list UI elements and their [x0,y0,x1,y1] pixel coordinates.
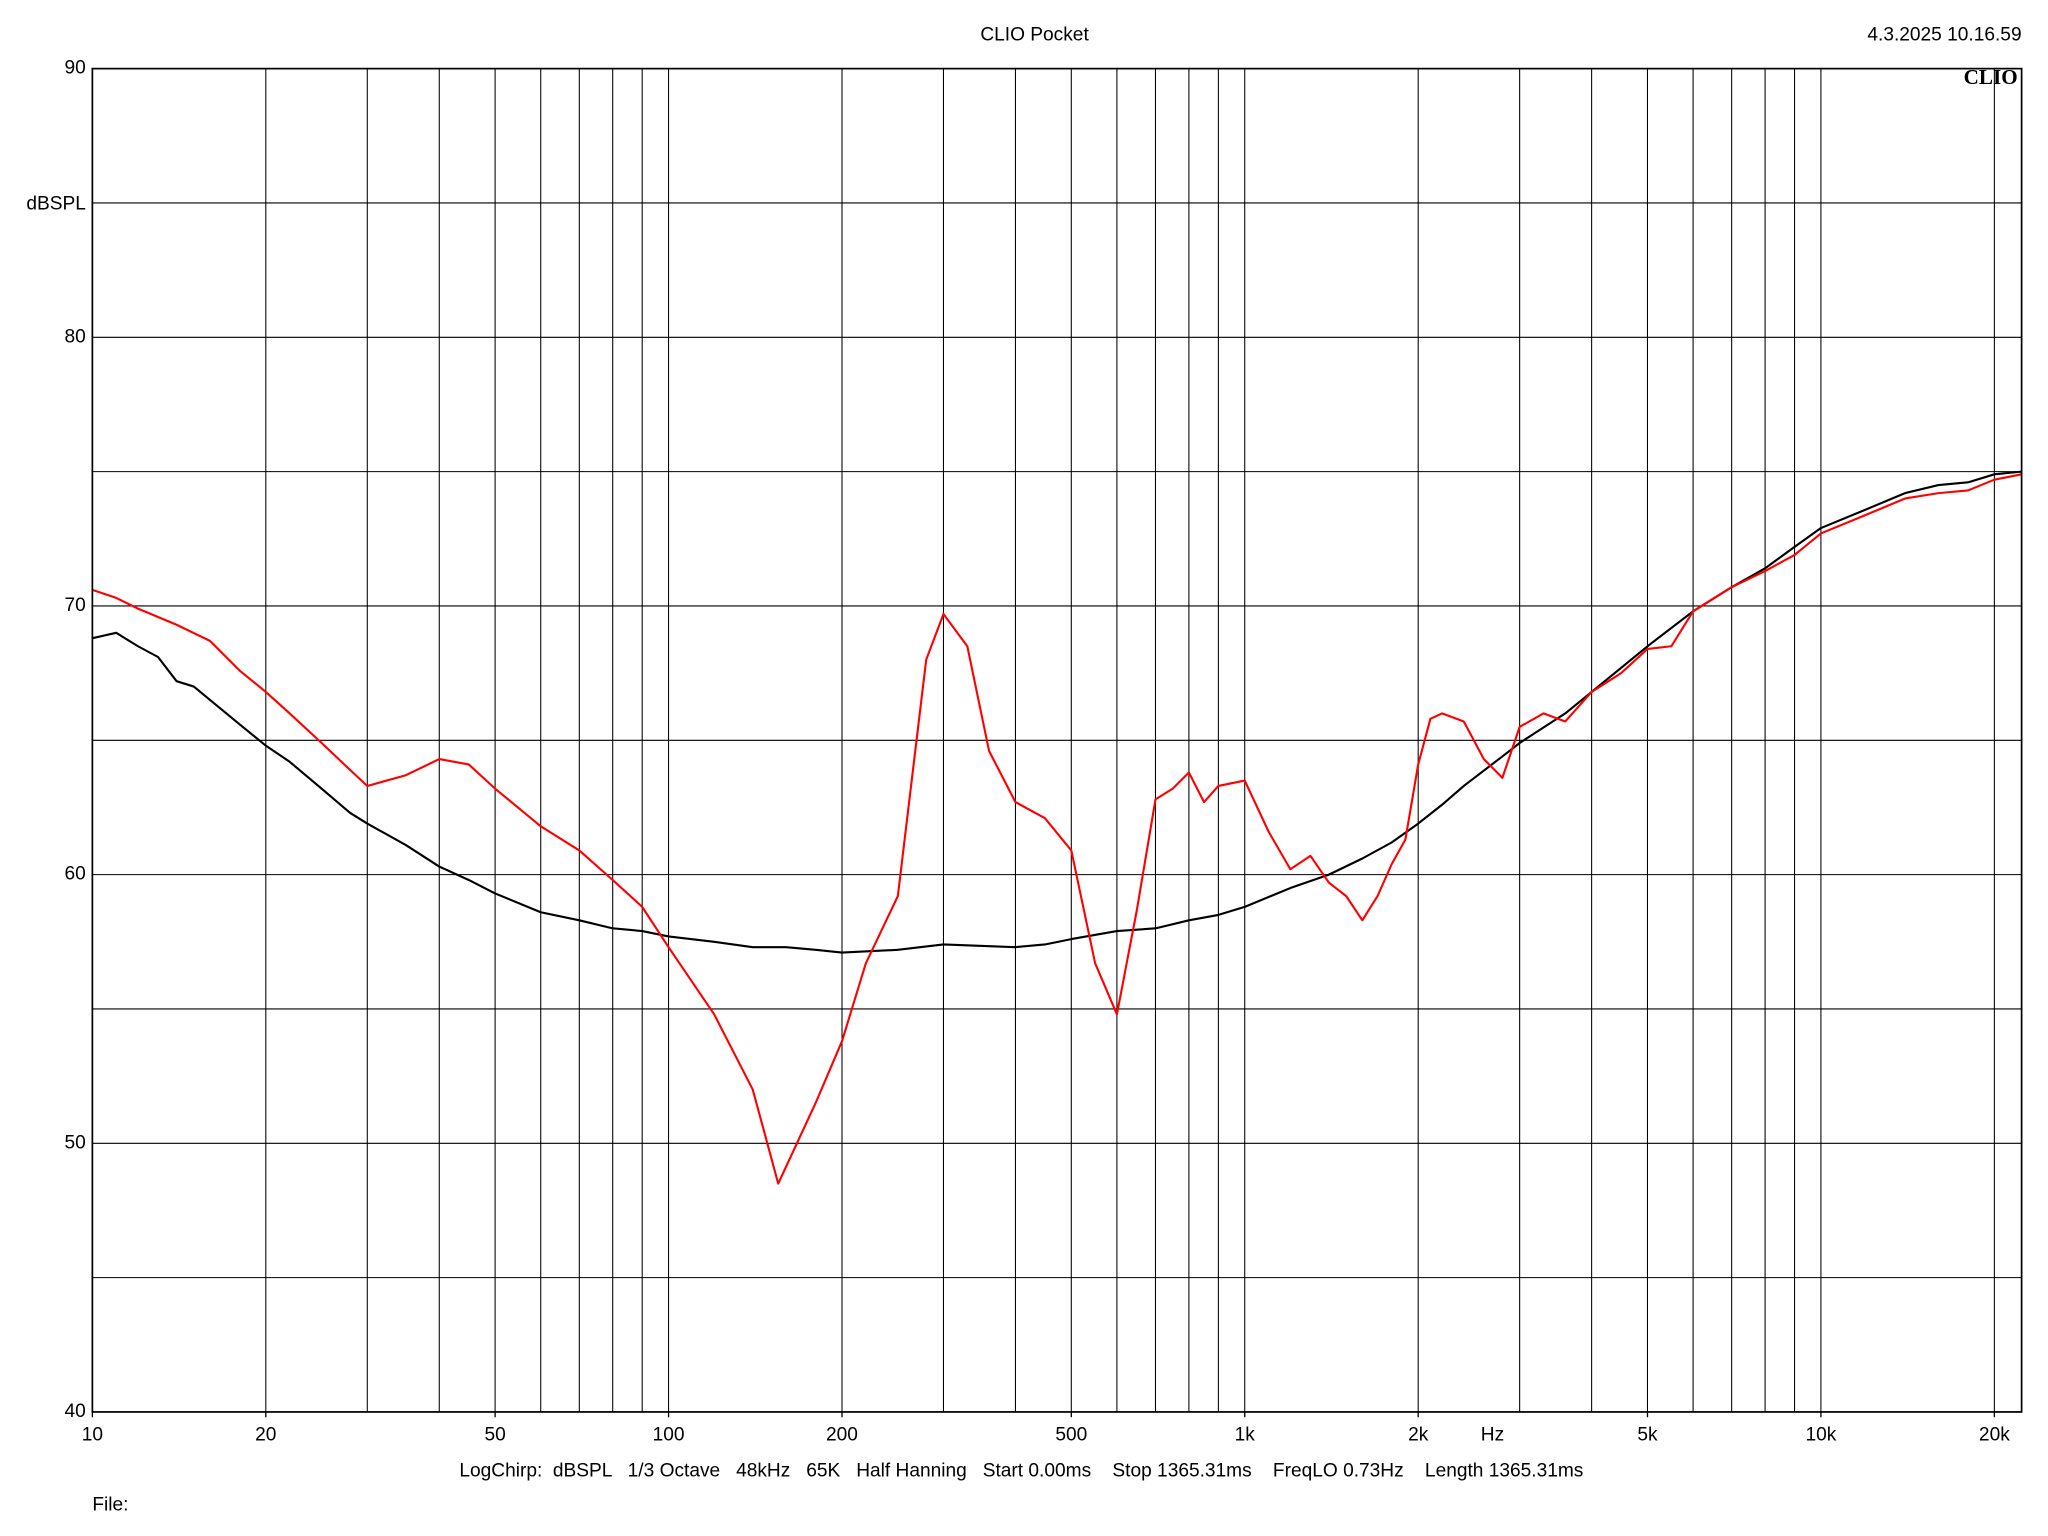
x-tick-label: 100 [653,1425,685,1446]
footer: LogChirp: dBSPL 1/3 Octave 48kHz 65K Hal… [459,1460,1583,1481]
x-tick-label: 500 [1055,1425,1087,1446]
series-line [92,473,2022,1185]
x-tick-label: 10k [1805,1425,1836,1446]
x-tick-label: 10 [82,1425,103,1446]
y-tick-label: 90 [64,58,85,79]
y-tick-label: 50 [64,1132,85,1153]
x-tick-label: 5k [1637,1425,1658,1446]
file-label: File: [92,1495,128,1516]
x-tick-label: 20 [255,1425,276,1446]
x-tick-label: 50 [484,1425,505,1446]
logo: CLIO [1964,65,2018,89]
chart-title: CLIO Pocket [980,25,1089,46]
plot-frame [91,67,2023,1413]
x-tick-label: 200 [826,1425,858,1446]
x-tick-label: 1k [1235,1425,1256,1446]
x-tick-label: 2k [1408,1425,1429,1446]
y-tick-label: 70 [64,595,85,616]
y-tick-label: 40 [64,1401,85,1422]
x-tick-label: 20k [1979,1425,2010,1446]
x-axis-unit: Hz [1481,1425,1504,1446]
y-tick-label: 60 [64,864,85,885]
timestamp: 4.3.2025 10.16.59 [1867,25,2021,46]
y-tick-label: 80 [64,326,85,347]
y-axis-label: dBSPL [26,194,86,215]
